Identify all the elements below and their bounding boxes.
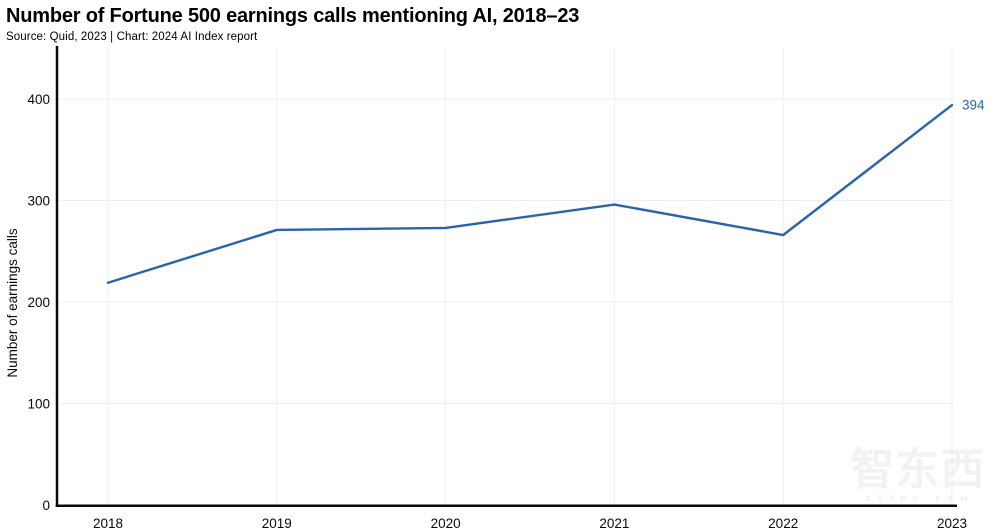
x-tick-label: 2019 bbox=[262, 516, 292, 531]
y-tick-label: 400 bbox=[27, 92, 50, 107]
x-tick-label: 2023 bbox=[937, 516, 967, 531]
point-value-label: 394 bbox=[962, 98, 985, 113]
chart-title: Number of Fortune 500 earnings calls men… bbox=[6, 5, 580, 27]
x-tick-label: 2021 bbox=[599, 516, 629, 531]
y-tick-label: 300 bbox=[27, 194, 50, 209]
chart-source-line: Source: Quid, 2023 | Chart: 2024 AI Inde… bbox=[6, 31, 258, 43]
x-tick-label: 2018 bbox=[93, 516, 123, 531]
x-tick-label: 2022 bbox=[768, 516, 798, 531]
y-tick-label: 0 bbox=[42, 498, 50, 513]
x-tick-label: 2020 bbox=[431, 516, 461, 531]
y-tick-label: 200 bbox=[27, 295, 50, 310]
y-axis-title: Number of earnings calls bbox=[5, 228, 20, 378]
data-line bbox=[106, 103, 954, 284]
chart-header: Number of Fortune 500 earnings calls men… bbox=[6, 5, 906, 43]
y-tick-label: 100 bbox=[27, 397, 50, 412]
